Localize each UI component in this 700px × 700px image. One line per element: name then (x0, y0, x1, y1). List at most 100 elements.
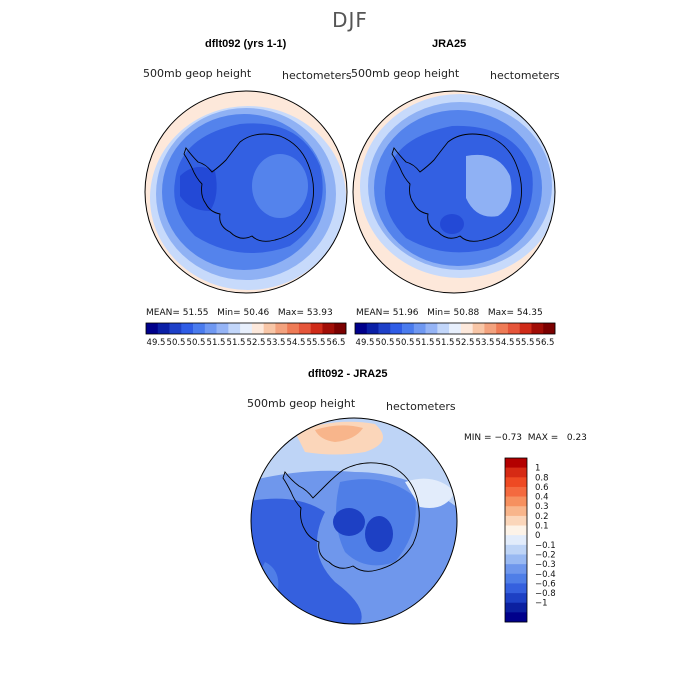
right-colorbar-swatch (425, 323, 438, 334)
right-colorbar-swatch (507, 323, 521, 334)
diff-units-label: hectometers (386, 400, 456, 413)
right-colorbar-swatch (366, 323, 379, 334)
diff-colorbar-tick-label: −1 (535, 599, 548, 609)
right-colorbar-swatch (355, 323, 368, 334)
map-fill-dark (180, 167, 217, 211)
right-max-label: Max= (487, 308, 515, 318)
left-colorbar-tick-label: 52.5 (247, 338, 266, 348)
left-colorbar-swatch (204, 323, 217, 334)
left-colorbar: 49.5 50.5 50.5 51.5 51.5 52.5 53.5 54.5 55.5 56.5 (145, 322, 347, 348)
diff-colorbar-tick-label: 1 (535, 464, 540, 474)
left-panel-title: dflt092 (yrs 1-1) (205, 38, 287, 50)
left-colorbar-swatch (298, 323, 312, 334)
diff-colorbar-swatch (505, 535, 527, 546)
left-colorbar-swatch (228, 323, 241, 334)
diff-panel-title: dflt092 - JRA25 (308, 368, 388, 380)
left-colorbar-tick-label: 50.5 (187, 338, 206, 348)
right-colorbar-swatch (378, 323, 391, 334)
diff-colorbar-tick-label: −0.2 (535, 550, 556, 560)
right-colorbar-swatch (449, 323, 462, 334)
right-colorbar-swatch (543, 323, 556, 334)
diff-colorbar-swatch (505, 486, 527, 497)
left-colorbar-frame (145, 322, 347, 335)
right-field-label: 500mb geop height (351, 67, 460, 80)
diff-colorbar-swatch (505, 467, 527, 478)
left-colorbar-tick-label: 55.5 (307, 338, 326, 348)
left-colorbar-swatch (240, 323, 253, 334)
right-colorbar-tick-label: 50.5 (396, 338, 415, 348)
left-colorbar-tick-label: 50.5 (167, 338, 186, 348)
diff-colorbar: 10.80.60.40.30.20.10−0.1−0.2−0.3−0.4−0.6… (504, 457, 556, 623)
left-colorbar-swatch (322, 323, 335, 334)
left-stats: MEAN= 51.55 Min= 50.46 Max= 53.93 (146, 308, 333, 318)
right-colorbar-swatch (460, 323, 473, 334)
right-units-label: hectometers (490, 69, 560, 82)
map-fill-plateau (252, 154, 308, 218)
right-colorbar-swatch (390, 323, 403, 334)
diff-min-label: MIN = (464, 433, 492, 443)
right-colorbar-tick-label: 50.5 (376, 338, 395, 348)
right-min-label: Min= (427, 308, 451, 318)
diff-polar-map (250, 417, 458, 625)
diff-colorbar-swatch (505, 477, 527, 488)
left-colorbar-swatch (310, 323, 323, 334)
diff-colorbar-tick-label: −0.4 (535, 570, 556, 580)
right-colorbar-swatch (413, 323, 426, 334)
right-colorbar-swatch (496, 323, 509, 334)
right-max-value: 54.35 (516, 308, 543, 318)
left-colorbar-tick-label: 51.5 (227, 338, 246, 348)
left-polar-map (144, 90, 348, 294)
diff-colorbar-swatch (505, 583, 527, 594)
left-mean-value: 51.55 (182, 308, 209, 318)
diff-colorbar-tick-label: 0.6 (535, 483, 549, 493)
left-colorbar-swatch (251, 323, 264, 334)
diff-max-value: 0.23 (566, 433, 587, 443)
left-colorbar-swatch (146, 323, 159, 334)
left-colorbar-tick-label: 51.5 (207, 338, 226, 348)
diff-colorbar-tick-label: 0.4 (535, 493, 549, 503)
right-colorbar-tick-label: 52.5 (456, 338, 475, 348)
right-stats: MEAN= 51.96 Min= 50.88 Max= 54.35 (356, 308, 543, 318)
right-colorbar: 49.5 50.5 50.5 51.5 51.5 52.5 53.5 54.5 55.5 56.5 (354, 322, 556, 348)
diff-colorbar-tick-label: −0.6 (535, 579, 556, 589)
right-colorbar-swatch (519, 323, 532, 334)
right-colorbar-swatch (484, 323, 497, 334)
diff-colorbar-swatch (505, 612, 527, 623)
diff-colorbar-swatch (505, 458, 527, 468)
left-map-border (144, 90, 348, 294)
diff-colorbar-swatch (505, 554, 527, 565)
right-coastline (391, 133, 522, 242)
left-colorbar-swatch (193, 323, 206, 334)
left-colorbar-tick-label: 54.5 (287, 338, 306, 348)
right-colorbar-swatch (402, 323, 415, 334)
diff-colorbar-swatch (505, 602, 527, 613)
diff-colorbar-tick-label: 0.2 (535, 512, 549, 522)
right-polar-map (352, 90, 556, 294)
diff-colorbar-swatch (505, 496, 527, 507)
diff-colorbar-tick-label: 0 (535, 531, 540, 541)
right-mean-label: MEAN= (356, 308, 390, 318)
diff-max-label: MAX = (527, 433, 559, 443)
left-colorbar-swatch (181, 323, 194, 334)
left-min-label: Min= (217, 308, 241, 318)
right-colorbar-tick-label: 49.5 (356, 338, 375, 348)
right-colorbar-tick-label: 51.5 (436, 338, 455, 348)
diff-minmax: MIN = −0.73 MAX = 0.23 (464, 433, 587, 443)
right-map-border (352, 90, 556, 294)
left-colorbar-swatch (334, 323, 347, 334)
right-min-value: 50.88 (453, 308, 480, 318)
left-colorbar-tick-label: 53.5 (267, 338, 286, 348)
diff-colorbar-swatch (505, 515, 527, 526)
left-units-label: hectometers (282, 69, 352, 82)
diff-colorbar-swatch (505, 544, 527, 555)
diff-coastline (282, 462, 420, 572)
left-colorbar-swatch (263, 323, 276, 334)
diff-colorbar-tick-label: 0.8 (535, 473, 549, 483)
right-mean-value: 51.96 (392, 308, 419, 318)
left-colorbar-tick-label: 49.5 (147, 338, 166, 348)
left-colorbar-swatch (216, 323, 229, 334)
right-colorbar-tick-label: 55.5 (516, 338, 535, 348)
diff-colorbar-tick-label: −0.8 (535, 589, 556, 599)
diff-colorbar-swatch (505, 593, 527, 604)
left-mean-label: MEAN= (146, 308, 180, 318)
